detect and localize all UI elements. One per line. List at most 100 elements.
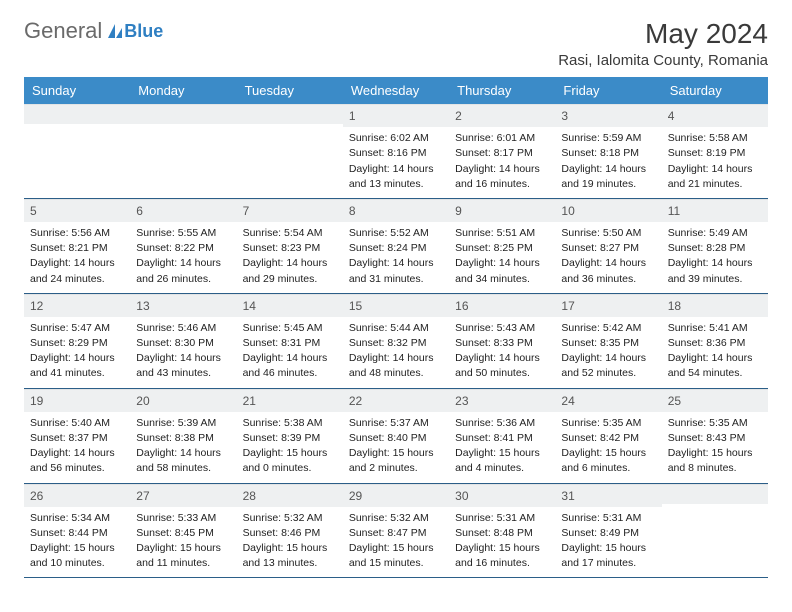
daylight-line1: Daylight: 14 hours (455, 256, 549, 270)
sunset-text: Sunset: 8:31 PM (243, 336, 337, 350)
sunset-text: Sunset: 8:39 PM (243, 431, 337, 445)
day-number: 8 (343, 199, 449, 222)
sunrise-text: Sunrise: 5:54 AM (243, 226, 337, 240)
day-number: 30 (449, 484, 555, 507)
sunrise-text: Sunrise: 5:35 AM (561, 416, 655, 430)
sunset-text: Sunset: 8:38 PM (136, 431, 230, 445)
day-body: Sunrise: 5:51 AMSunset: 8:25 PMDaylight:… (449, 222, 555, 293)
day-body: Sunrise: 5:36 AMSunset: 8:41 PMDaylight:… (449, 412, 555, 483)
sunrise-text: Sunrise: 5:39 AM (136, 416, 230, 430)
daylight-line2: and 31 minutes. (349, 272, 443, 286)
daylight-line1: Daylight: 14 hours (349, 162, 443, 176)
day-cell: 20 Sunrise: 5:39 AMSunset: 8:38 PMDayligh… (130, 389, 236, 483)
day-number (662, 484, 768, 504)
logo-sail-icon (106, 22, 124, 40)
sunset-text: Sunset: 8:17 PM (455, 146, 549, 160)
sunrise-text: Sunrise: 5:55 AM (136, 226, 230, 240)
sunset-text: Sunset: 8:43 PM (668, 431, 762, 445)
sunrise-text: Sunrise: 6:01 AM (455, 131, 549, 145)
sunrise-text: Sunrise: 6:02 AM (349, 131, 443, 145)
day-cell: 23Sunrise: 5:36 AMSunset: 8:41 PMDayligh… (449, 389, 555, 483)
sunset-text: Sunset: 8:32 PM (349, 336, 443, 350)
daylight-line2: and 41 minutes. (30, 366, 124, 380)
day-cell: 28 Sunrise: 5:32 AMSunset: 8:46 PMDayligh… (237, 484, 343, 578)
day-number: 15 (343, 294, 449, 317)
sunset-text: Sunset: 8:23 PM (243, 241, 337, 255)
sunset-text: Sunset: 8:21 PM (30, 241, 124, 255)
day-number: 31 (555, 484, 661, 507)
sunrise-text: Sunrise: 5:45 AM (243, 321, 337, 335)
daylight-line2: and 34 minutes. (455, 272, 549, 286)
day-body: Sunrise: 5:46 AMSunset: 8:30 PMDaylight:… (130, 317, 236, 388)
daylight-line2: and 16 minutes. (455, 177, 549, 191)
day-body: Sunrise: 5:50 AMSunset: 8:27 PMDaylight:… (555, 222, 661, 293)
daylight-line2: and 10 minutes. (30, 556, 124, 570)
daylight-line2: and 19 minutes. (561, 177, 655, 191)
sunrise-text: Sunrise: 5:32 AM (243, 511, 337, 525)
daylight-line1: Daylight: 15 hours (243, 541, 337, 555)
daylight-line1: Daylight: 14 hours (349, 351, 443, 365)
day-cell: 19Sunrise: 5:40 AMSunset: 8:37 PMDayligh… (24, 389, 130, 483)
sunrise-text: Sunrise: 5:52 AM (349, 226, 443, 240)
day-body: Sunrise: 5:52 AMSunset: 8:24 PMDaylight:… (343, 222, 449, 293)
sunset-text: Sunset: 8:44 PM (30, 526, 124, 540)
day-cell: 24Sunrise: 5:35 AMSunset: 8:42 PMDayligh… (555, 389, 661, 483)
daylight-line1: Daylight: 15 hours (349, 446, 443, 460)
weekday-label: Thursday (449, 77, 555, 104)
sunrise-text: Sunrise: 5:42 AM (561, 321, 655, 335)
day-number: 20 (130, 389, 236, 412)
day-body: Sunrise: 5:35 AMSunset: 8:42 PMDaylight:… (555, 412, 661, 483)
day-number: 29 (343, 484, 449, 507)
daylight-line2: and 54 minutes. (668, 366, 762, 380)
daylight-line2: and 48 minutes. (349, 366, 443, 380)
day-cell: 11Sunrise: 5:49 AMSunset: 8:28 PMDayligh… (662, 199, 768, 293)
day-cell: 31Sunrise: 5:31 AMSunset: 8:49 PMDayligh… (555, 484, 661, 578)
daylight-line1: Daylight: 14 hours (455, 351, 549, 365)
daylight-line1: Daylight: 14 hours (30, 446, 124, 460)
day-body: Sunrise: 5:58 AMSunset: 8:19 PMDaylight:… (662, 127, 768, 198)
sunset-text: Sunset: 8:24 PM (349, 241, 443, 255)
day-number: 4 (662, 104, 768, 127)
sunrise-text: Sunrise: 5:50 AM (561, 226, 655, 240)
sunset-text: Sunset: 8:29 PM (30, 336, 124, 350)
daylight-line1: Daylight: 14 hours (561, 351, 655, 365)
day-body: Sunrise: 5:59 AMSunset: 8:18 PMDaylight:… (555, 127, 661, 198)
weekday-label: Sunday (24, 77, 130, 104)
daylight-line2: and 8 minutes. (668, 461, 762, 475)
daylight-line1: Daylight: 14 hours (136, 446, 230, 460)
day-cell: 16Sunrise: 5:43 AMSunset: 8:33 PMDayligh… (449, 294, 555, 388)
day-number: 5 (24, 199, 130, 222)
sunrise-text: Sunrise: 5:31 AM (561, 511, 655, 525)
daylight-line1: Daylight: 14 hours (243, 256, 337, 270)
day-number: 9 (449, 199, 555, 222)
daylight-line1: Daylight: 15 hours (30, 541, 124, 555)
sunset-text: Sunset: 8:33 PM (455, 336, 549, 350)
sunset-text: Sunset: 8:46 PM (243, 526, 337, 540)
daylight-line2: and 58 minutes. (136, 461, 230, 475)
sunrise-text: Sunrise: 5:58 AM (668, 131, 762, 145)
daylight-line2: and 15 minutes. (349, 556, 443, 570)
daylight-line2: and 50 minutes. (455, 366, 549, 380)
daylight-line2: and 43 minutes. (136, 366, 230, 380)
daylight-line2: and 24 minutes. (30, 272, 124, 286)
sunrise-text: Sunrise: 5:41 AM (668, 321, 762, 335)
day-cell: 30Sunrise: 5:31 AMSunset: 8:48 PMDayligh… (449, 484, 555, 578)
daylight-line2: and 17 minutes. (561, 556, 655, 570)
day-cell (237, 104, 343, 198)
sunset-text: Sunset: 8:28 PM (668, 241, 762, 255)
week-row: 12Sunrise: 5:47 AMSunset: 8:29 PMDayligh… (24, 294, 768, 389)
day-body: Sunrise: 5:49 AMSunset: 8:28 PMDaylight:… (662, 222, 768, 293)
day-number: 28 (237, 484, 343, 507)
sunrise-text: Sunrise: 5:49 AM (668, 226, 762, 240)
daylight-line2: and 2 minutes. (349, 461, 443, 475)
daylight-line1: Daylight: 14 hours (668, 256, 762, 270)
day-number: 24 (555, 389, 661, 412)
day-number: 6 (130, 199, 236, 222)
day-cell (24, 104, 130, 198)
day-number: 7 (237, 199, 343, 222)
weekday-label: Monday (130, 77, 236, 104)
day-number: 1 (343, 104, 449, 127)
sunset-text: Sunset: 8:41 PM (455, 431, 549, 445)
day-cell: 2Sunrise: 6:01 AMSunset: 8:17 PMDaylight… (449, 104, 555, 198)
daylight-line1: Daylight: 15 hours (349, 541, 443, 555)
